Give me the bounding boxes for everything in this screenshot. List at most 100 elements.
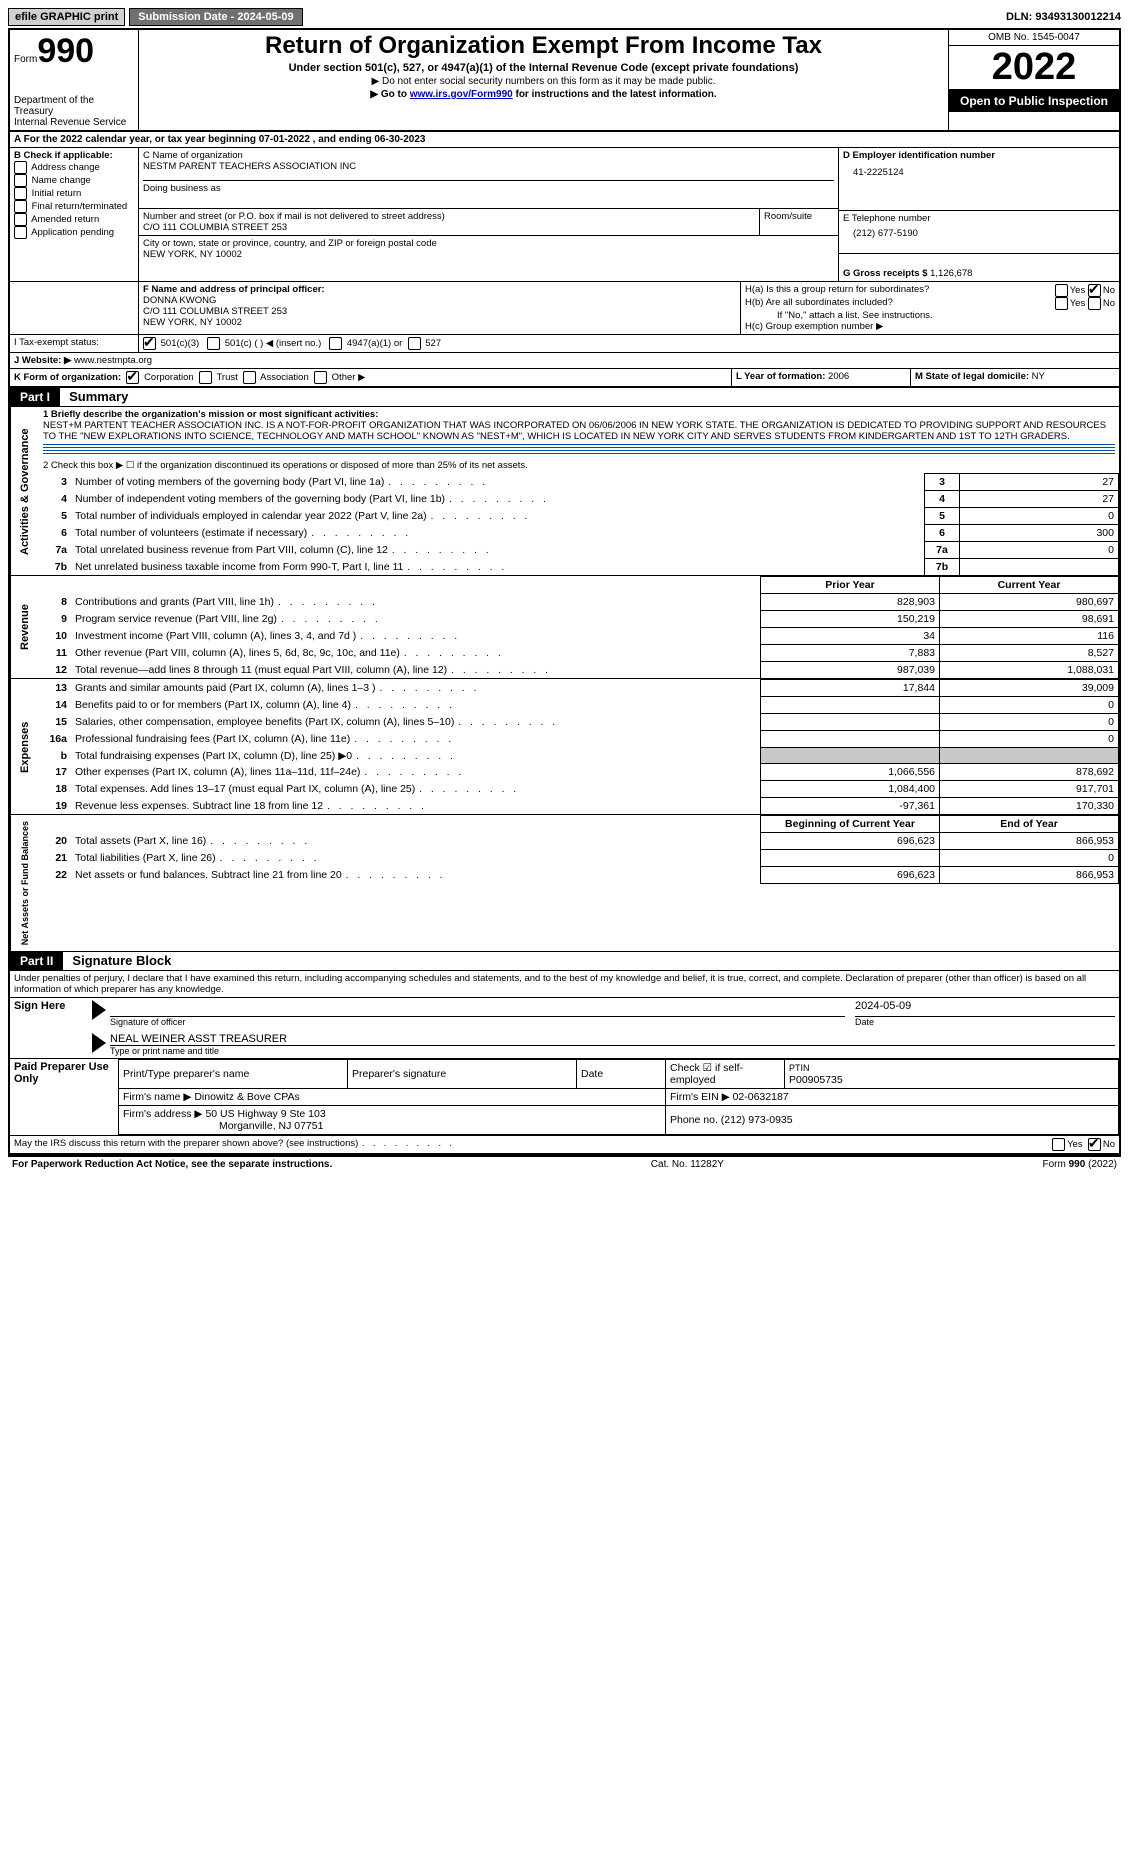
efile-print-button[interactable]: efile GRAPHIC print: [8, 8, 125, 26]
website: www.nestmpta.org: [74, 355, 152, 366]
netassets-table: Beginning of Current Year End of Year 20…: [39, 815, 1119, 884]
cb-4947[interactable]: [329, 337, 342, 350]
checkbox-amended[interactable]: [14, 213, 27, 226]
form-number: 990: [37, 32, 94, 70]
cb-501c[interactable]: [207, 337, 220, 350]
prior-value: [761, 850, 940, 867]
city-label: City or town, state or province, country…: [143, 238, 834, 249]
state-domicile: NY: [1032, 371, 1045, 382]
may-irs-no[interactable]: [1088, 1138, 1101, 1151]
line-num: b: [39, 748, 71, 764]
prior-value: 696,623: [761, 867, 940, 884]
box-i-label: I Tax-exempt status:: [10, 335, 139, 352]
line-text: Net assets or fund balances. Subtract li…: [71, 867, 761, 884]
line-num: 7a: [39, 542, 71, 559]
form-title: Return of Organization Exempt From Incom…: [145, 32, 942, 60]
line-text: Grants and similar amounts paid (Part IX…: [71, 680, 761, 697]
line-value: 0: [960, 542, 1119, 559]
part1-revenue: Revenue Prior Year Current Year 8 Contri…: [10, 575, 1119, 679]
form-outer: Form990 Department of the Treasury Inter…: [8, 28, 1121, 1155]
vert-expenses: Expenses: [10, 679, 39, 815]
box-i: I Tax-exempt status: 501(c)(3) 501(c) ( …: [10, 334, 1119, 353]
current-value: 116: [940, 628, 1119, 645]
header-right: OMB No. 1545-0047 2022 Open to Public In…: [948, 30, 1119, 130]
line-text: Total unrelated business revenue from Pa…: [71, 542, 925, 559]
line-text: Total number of individuals employed in …: [71, 508, 925, 525]
firm-addr-label: Firm's address ▶: [123, 1108, 205, 1120]
submission-date-button[interactable]: Submission Date - 2024-05-09: [129, 8, 302, 26]
dln: DLN: 93493130012214: [1006, 11, 1121, 23]
line-num: 11: [39, 645, 71, 662]
hb-yes[interactable]: [1055, 297, 1068, 310]
section-a-label: A For the 2022 calendar year, or tax yea…: [14, 134, 259, 145]
no-label-2: No: [1103, 298, 1115, 309]
box-h: H(a) Is this a group return for subordin…: [741, 282, 1119, 334]
line-ref: 4: [925, 491, 960, 508]
sig-date: 2024-05-09: [855, 1000, 1115, 1017]
prior-value: 828,903: [761, 594, 940, 611]
checkbox-app-pending[interactable]: [14, 226, 27, 239]
yes-label-2: Yes: [1070, 298, 1086, 309]
form990-link[interactable]: www.irs.gov/Form990: [410, 89, 513, 100]
ha-yes[interactable]: [1055, 284, 1068, 297]
line-num: 3: [39, 474, 71, 491]
box-j-label: J Website: ▶: [14, 355, 74, 366]
firm-addr1: 50 US Highway 9 Ste 103: [205, 1108, 325, 1120]
cb-corp[interactable]: [126, 371, 139, 384]
col-begin: Beginning of Current Year: [761, 816, 940, 833]
line-num: 19: [39, 798, 71, 815]
line-num: 6: [39, 525, 71, 542]
header-left: Form990 Department of the Treasury Inter…: [10, 30, 139, 130]
firm-ein-label: Firm's EIN ▶: [670, 1091, 733, 1103]
cb-assoc[interactable]: [243, 371, 256, 384]
part1-header: Part I: [10, 388, 60, 406]
line-text: Investment income (Part VIII, column (A)…: [71, 628, 761, 645]
line-text: Number of independent voting members of …: [71, 491, 925, 508]
firm-addr2: Morganville, NJ 07751: [219, 1120, 323, 1132]
may-irs-yes[interactable]: [1052, 1138, 1065, 1151]
box-f: F Name and address of principal officer:…: [139, 282, 741, 334]
form-label: Form: [14, 54, 37, 65]
prior-value: [761, 697, 940, 714]
box-f-label: F Name and address of principal officer:: [143, 284, 736, 295]
prior-value: 987,039: [761, 662, 940, 679]
firm-name-label: Firm's name ▶: [123, 1091, 194, 1103]
col-current: Current Year: [940, 577, 1119, 594]
cb-other[interactable]: [314, 371, 327, 384]
dba-label: Doing business as: [143, 180, 834, 194]
tax-year-begin: 07-01-2022: [259, 134, 310, 145]
box-klm: K Form of organization: Corporation Trus…: [10, 369, 1119, 387]
officer-addr2: NEW YORK, NY 10002: [143, 317, 736, 328]
cb-501c3[interactable]: [143, 337, 156, 350]
box-k-label: K Form of organization:: [14, 372, 121, 383]
hb-no[interactable]: [1088, 297, 1101, 310]
top-bar: efile GRAPHIC print Submission Date - 20…: [8, 8, 1121, 26]
line-text: Other expenses (Part IX, column (A), lin…: [71, 764, 761, 781]
line-text: Program service revenue (Part VIII, line…: [71, 611, 761, 628]
line-text: Total revenue—add lines 8 through 11 (mu…: [71, 662, 761, 679]
checkbox-name-change[interactable]: [14, 174, 27, 187]
footer: For Paperwork Reduction Act Notice, see …: [8, 1155, 1121, 1172]
part1-title: Summary: [69, 389, 128, 404]
dept-irs: Internal Revenue Service: [14, 117, 134, 128]
checkbox-initial-return[interactable]: [14, 187, 27, 200]
current-value: 0: [940, 714, 1119, 731]
box-e-label: E Telephone number: [843, 213, 1115, 224]
line-value: 27: [960, 491, 1119, 508]
opt-initial-return: Initial return: [32, 188, 82, 199]
col-end: End of Year: [940, 816, 1119, 833]
ha-no[interactable]: [1088, 284, 1101, 297]
header-center: Return of Organization Exempt From Incom…: [139, 30, 948, 130]
checkbox-final-return[interactable]: [14, 200, 27, 213]
phone-label: Phone no.: [670, 1114, 721, 1126]
prior-value: 17,844: [761, 680, 940, 697]
form-header: Form990 Department of the Treasury Inter…: [10, 30, 1119, 132]
hc-label: H(c) Group exemption number ▶: [745, 321, 1115, 332]
checkbox-address-change[interactable]: [14, 161, 27, 174]
line-text: Total number of volunteers (estimate if …: [71, 525, 925, 542]
cb-527[interactable]: [408, 337, 421, 350]
opt-app-pending: Application pending: [31, 227, 114, 238]
cb-trust[interactable]: [199, 371, 212, 384]
may-irs-label: May the IRS discuss this return with the…: [14, 1138, 1052, 1151]
org-name: NESTM PARENT TEACHERS ASSOCIATION INC: [143, 161, 834, 172]
